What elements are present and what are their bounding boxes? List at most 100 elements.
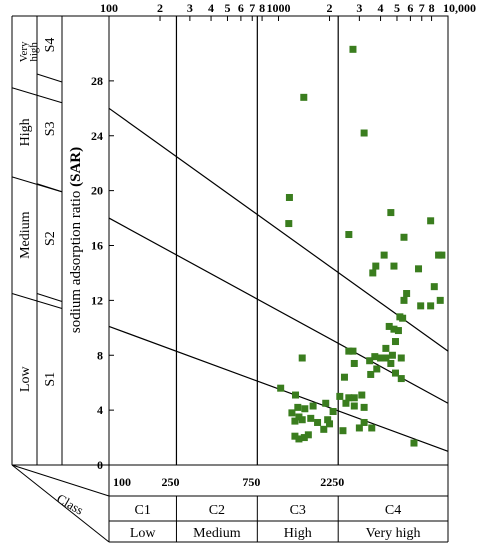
sample-point xyxy=(329,407,337,415)
bottom-tick-label: 100 xyxy=(113,475,131,489)
sample-point xyxy=(324,416,332,424)
sample-point xyxy=(326,420,334,428)
salinity-class-name: Medium xyxy=(193,526,241,541)
sample-point xyxy=(320,425,328,433)
top-tick-label: 6 xyxy=(407,1,413,15)
sample-point xyxy=(358,391,366,399)
sample-point xyxy=(291,417,299,425)
sample-point xyxy=(388,351,396,359)
bottom-tick-label: 2250 xyxy=(320,475,344,489)
top-tick-label: 7 xyxy=(249,1,255,15)
sample-point xyxy=(360,418,368,426)
top-tick-label: 2 xyxy=(157,1,163,15)
sample-point xyxy=(340,373,348,381)
plot-frame xyxy=(108,15,449,466)
top-tick-label: 10,000 xyxy=(443,1,476,15)
sample-point xyxy=(294,403,302,411)
top-tick-label: 1000 xyxy=(267,1,291,15)
top-tick-label: 4 xyxy=(208,1,214,15)
sample-point xyxy=(385,322,393,330)
sample-point xyxy=(300,434,308,442)
top-tick-label: 2 xyxy=(327,1,333,15)
sample-point xyxy=(307,414,315,422)
salinity-class-code: C2 xyxy=(209,503,225,518)
sample-point xyxy=(397,375,405,383)
top-tick-label: 6 xyxy=(238,1,244,15)
sample-point xyxy=(396,313,404,321)
sample-point xyxy=(369,269,377,277)
sodium-class-name: Veryhigh xyxy=(18,41,40,62)
y-tick-label: 0 xyxy=(97,458,103,472)
sample-point xyxy=(298,354,306,362)
sample-point xyxy=(336,392,344,400)
salinity-class-code: C1 xyxy=(135,503,151,518)
sample-point xyxy=(301,405,309,413)
sample-point xyxy=(360,403,368,411)
sample-point xyxy=(367,370,375,378)
sample-point xyxy=(372,262,380,270)
sample-point xyxy=(309,402,317,410)
sample-point xyxy=(397,354,405,362)
salinity-class-name: Low xyxy=(130,526,157,541)
sodium-class-code: S3 xyxy=(43,121,58,136)
sample-point xyxy=(438,251,446,259)
sample-point xyxy=(298,416,306,424)
class-header: Class xyxy=(54,491,86,518)
sodium-code-divider xyxy=(36,73,63,83)
y-tick-label: 28 xyxy=(91,74,103,88)
sample-point xyxy=(382,344,390,352)
sample-point xyxy=(387,209,395,217)
y-tick-label: 20 xyxy=(91,184,103,198)
sodium-code-divider xyxy=(36,293,63,302)
sodium-hazard-line xyxy=(108,217,449,404)
sodium-name-divider xyxy=(11,87,63,104)
sample-point xyxy=(350,359,358,367)
sample-point xyxy=(345,231,353,239)
top-tick-label: 100 xyxy=(100,1,118,15)
top-tick-label: 3 xyxy=(187,1,193,15)
sample-point xyxy=(387,359,395,367)
top-tick-label: 3 xyxy=(356,1,362,15)
sample-point xyxy=(342,399,350,407)
sample-point xyxy=(415,265,423,273)
sample-point xyxy=(382,354,390,362)
y-tick-label: 8 xyxy=(97,348,103,362)
sample-point xyxy=(403,290,411,298)
top-tick-label: 5 xyxy=(394,1,400,15)
class-table-diagonal xyxy=(11,464,110,543)
sodium-class-panel: Low Medium High Veryhigh S1 S2 S3 S4 xyxy=(11,15,110,497)
sample-point xyxy=(291,432,299,440)
top-tick-label: 8 xyxy=(259,1,265,15)
y-tick-label: 4 xyxy=(97,403,103,417)
sample-point xyxy=(360,129,368,137)
sodium-class-code: S2 xyxy=(43,231,58,246)
sample-point xyxy=(390,262,398,270)
sample-point xyxy=(277,384,285,392)
sample-point xyxy=(427,302,435,310)
salinity-class-name: High xyxy=(284,526,312,541)
sample-point xyxy=(285,220,293,228)
top-tick-label: 8 xyxy=(429,1,435,15)
sample-point xyxy=(350,394,358,402)
sample-point xyxy=(366,357,374,365)
sodium-class-name: High xyxy=(18,118,33,146)
sample-point xyxy=(427,217,435,225)
bottom-tick-label: 250 xyxy=(161,475,179,489)
y-tick-label: 16 xyxy=(91,239,103,253)
top-tick-label: 5 xyxy=(224,1,230,15)
sample-point xyxy=(314,418,322,426)
sample-point xyxy=(417,302,425,310)
sample-point xyxy=(400,296,408,304)
sample-point xyxy=(430,283,438,291)
y-tick-label: 24 xyxy=(91,129,103,143)
sample-point xyxy=(371,353,379,361)
salinity-class-table: C1 Low C2 Medium C3 High C4 Very high Class xyxy=(11,464,449,543)
sample-point xyxy=(349,347,357,355)
sample-point xyxy=(292,391,300,399)
top-tick-label: 4 xyxy=(378,1,384,15)
sample-point xyxy=(355,424,363,432)
sodium-class-code: S1 xyxy=(43,372,58,387)
bottom-tick-label: 750 xyxy=(242,475,260,489)
sample-point xyxy=(349,45,357,53)
sodium-class-name: Medium xyxy=(18,211,33,259)
